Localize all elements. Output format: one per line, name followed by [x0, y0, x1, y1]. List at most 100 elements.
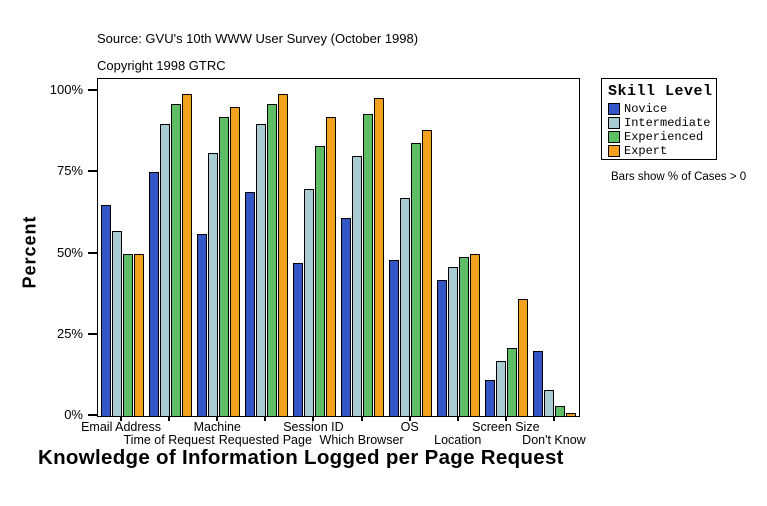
bar: [181, 94, 192, 416]
chart-title: Knowledge of Information Logged per Page…: [38, 446, 564, 469]
x-category-label: Which Browser: [319, 433, 404, 447]
bar: [544, 390, 555, 416]
x-category-label: Email Address: [81, 420, 161, 434]
x-category-label: Time of Request: [123, 433, 215, 447]
bar: [303, 188, 314, 416]
bar: [133, 253, 144, 416]
x-tick-mark: [408, 416, 411, 421]
legend-box: Skill Level Novice Intermediate Experience…: [601, 78, 717, 160]
y-tick-label: 100%: [49, 82, 83, 97]
plot-area: [97, 78, 580, 417]
bar: [518, 299, 529, 416]
bar: [170, 104, 181, 416]
x-category-label: Requested Page: [218, 433, 312, 447]
copyright-text: Copyright 1998 GTRC: [97, 58, 226, 73]
y-tick-label: 0%: [64, 407, 83, 422]
bar: [196, 234, 207, 416]
legend-entry: Novice: [608, 102, 716, 116]
bar: [448, 266, 459, 416]
y-tick-mark: [88, 251, 97, 254]
legend-entry: Intermediate: [608, 116, 716, 130]
x-category-label: Machine: [193, 420, 241, 434]
legend-note: Bars show % of Cases > 0: [611, 171, 747, 183]
legend-entry: Experienced: [608, 130, 716, 144]
x-tick-mark: [264, 416, 267, 421]
bar: [255, 123, 266, 416]
bar: [229, 107, 240, 416]
bar: [374, 97, 385, 416]
bar: [244, 191, 255, 416]
bar: [100, 204, 111, 416]
bar: [411, 143, 422, 416]
x-category-label: Screen Size: [472, 420, 540, 434]
y-tick-label: 25%: [56, 325, 83, 341]
bar: [437, 279, 448, 416]
x-category-label: OS: [400, 420, 419, 434]
legend-entry-label: Expert: [624, 144, 668, 158]
bar: [470, 253, 481, 416]
bar: [400, 198, 411, 416]
bar: [148, 172, 159, 416]
bar: [566, 412, 577, 416]
bar-group: [483, 79, 531, 416]
bar: [389, 260, 400, 416]
bar: [122, 253, 133, 416]
bar: [111, 230, 122, 416]
bar: [277, 94, 288, 416]
x-category-label: Don't Know: [522, 433, 586, 447]
legend-entry: Expert: [608, 144, 716, 158]
legend-entry-label: Novice: [624, 102, 668, 116]
bar-group: [242, 79, 290, 416]
bar: [314, 146, 325, 416]
y-tick-label: 50%: [56, 244, 83, 260]
bar-groups-container: [98, 79, 579, 416]
bar: [459, 256, 470, 416]
y-tick-mark: [88, 89, 97, 91]
legend-swatch: [608, 103, 620, 115]
x-tick-mark: [120, 416, 123, 421]
legend-entry-label: Experienced: [624, 130, 704, 144]
bar-group: [98, 79, 146, 416]
x-tick-mark: [312, 416, 315, 421]
x-tick-mark: [504, 416, 507, 421]
x-category-label: Session ID: [283, 420, 344, 434]
bar: [496, 360, 507, 416]
bar-group: [338, 79, 386, 416]
y-tick-label: 75%: [56, 163, 83, 179]
bar-group: [531, 79, 579, 416]
bar: [555, 406, 566, 416]
bar: [422, 130, 433, 416]
bar-group: [387, 79, 435, 416]
y-axis-label: Percent: [19, 215, 40, 289]
bar: [218, 117, 229, 416]
bar: [207, 152, 218, 416]
bar: [533, 351, 544, 416]
x-tick-mark: [456, 416, 459, 421]
x-tick-mark: [168, 416, 171, 421]
bar: [325, 117, 336, 416]
bar: [292, 263, 303, 416]
y-tick-mark: [88, 170, 97, 173]
legend-swatch: [608, 117, 620, 129]
bar-group: [146, 79, 194, 416]
legend-swatch: [608, 145, 620, 157]
y-tick-mark: [88, 414, 97, 416]
bar: [341, 217, 352, 416]
bar-group: [290, 79, 338, 416]
x-tick-mark: [216, 416, 219, 421]
x-tick-mark: [552, 416, 555, 421]
bar-group: [435, 79, 483, 416]
legend-swatch: [608, 131, 620, 143]
bar: [266, 104, 277, 416]
legend-entries: Novice Intermediate Experienced Expert: [608, 102, 716, 158]
bar-group: [194, 79, 242, 416]
x-tick-mark: [360, 416, 363, 421]
bar: [507, 347, 518, 416]
bar: [363, 113, 374, 416]
bar: [352, 156, 363, 416]
legend-title: Skill Level: [608, 83, 713, 100]
source-text: Source: GVU's 10th WWW User Survey (Octo…: [97, 31, 419, 46]
x-category-label: Location: [434, 433, 482, 447]
y-tick-mark: [88, 332, 97, 335]
